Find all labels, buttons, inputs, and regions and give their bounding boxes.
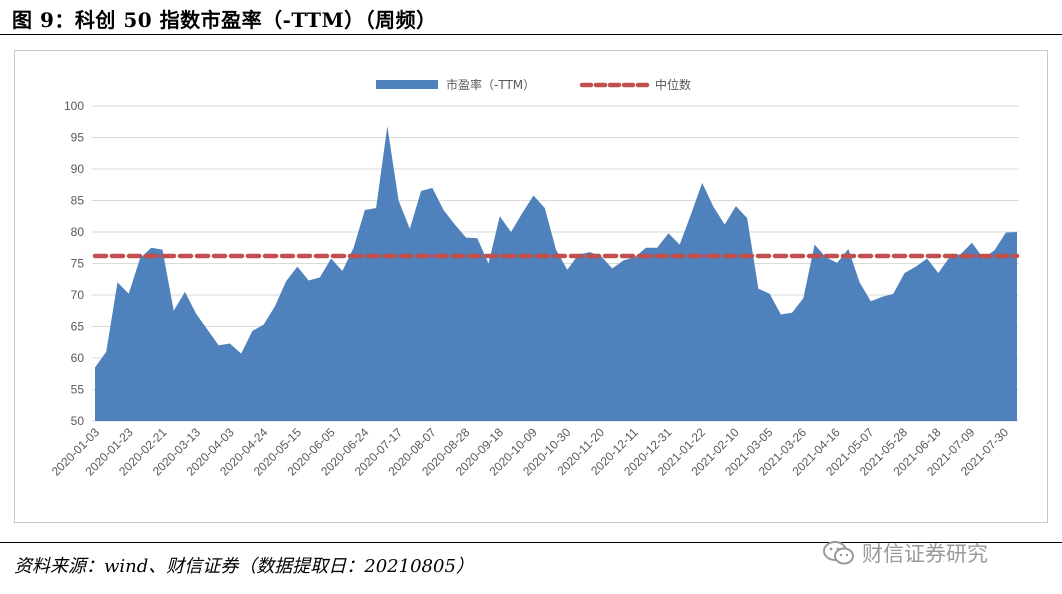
y-tick-label: 55 [71,383,85,397]
y-tick-label: 95 [71,131,85,145]
y-tick-label: 100 [64,99,84,113]
legend-label-pe: 市盈率（-TTM） [446,77,535,92]
y-tick-label: 90 [71,162,85,176]
title-divider [0,34,1062,35]
watermark: 财信证券研究 [822,538,988,568]
chart-frame: 50 55 60 65 70 75 80 85 90 95 100 2020-01-03 2020-01… [14,50,1048,523]
y-tick-label: 85 [71,194,85,208]
watermark-text: 财信证券研究 [862,542,988,566]
y-tick-label: 50 [71,414,85,428]
source-divider [0,542,1062,543]
y-tick-label: 70 [71,288,85,302]
legend-label-median: 中位数 [655,77,691,92]
y-tick-label: 65 [71,320,85,334]
pe-area-series [95,126,1017,421]
legend-swatch-pe [376,80,438,89]
y-tick-label: 60 [71,351,85,365]
pe-chart: 505560657075808590951002020-01-032020-01… [49,77,1020,479]
source-note: 资料来源：wind、财信证券（数据提取日：20210805） [14,556,474,577]
y-tick-label: 80 [71,225,85,239]
y-tick-label: 75 [71,257,85,271]
figure-title: 图 9：科创 50 指数市盈率（-TTM）（周频） [12,8,437,32]
wechat-icon [823,541,854,565]
